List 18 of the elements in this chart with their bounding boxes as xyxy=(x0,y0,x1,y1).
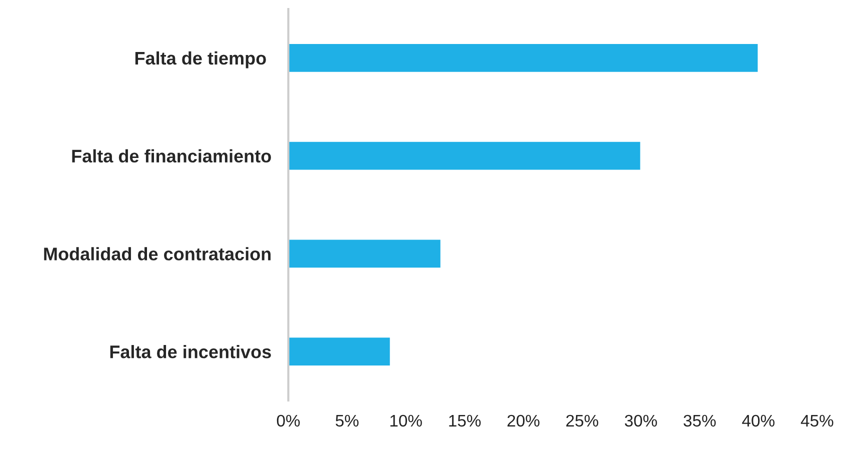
bar xyxy=(288,336,392,367)
x-tick-label: 25% xyxy=(566,414,598,427)
bar xyxy=(288,42,760,74)
bar xyxy=(288,238,442,270)
y-tick-label: Falta de tiempo xyxy=(135,51,266,68)
x-tick-label: 45% xyxy=(800,414,834,427)
x-tick-label: 15% xyxy=(449,414,481,427)
x-tick-label: 0% xyxy=(276,414,300,427)
x-tick-label: 30% xyxy=(624,414,657,427)
y-tick-label: Modalidad de contratacion xyxy=(44,247,271,260)
x-tick-label: 20% xyxy=(508,414,540,427)
x-tick-label: 40% xyxy=(742,414,774,427)
x-tick-label: 5% xyxy=(336,414,359,427)
x-tick-label: 35% xyxy=(684,414,716,427)
y-tick-label: Falta de financiamiento xyxy=(72,149,271,163)
bar xyxy=(288,140,642,172)
x-tick-label: 10% xyxy=(390,414,422,427)
y-tick-label: Falta de incentivos xyxy=(110,345,271,358)
